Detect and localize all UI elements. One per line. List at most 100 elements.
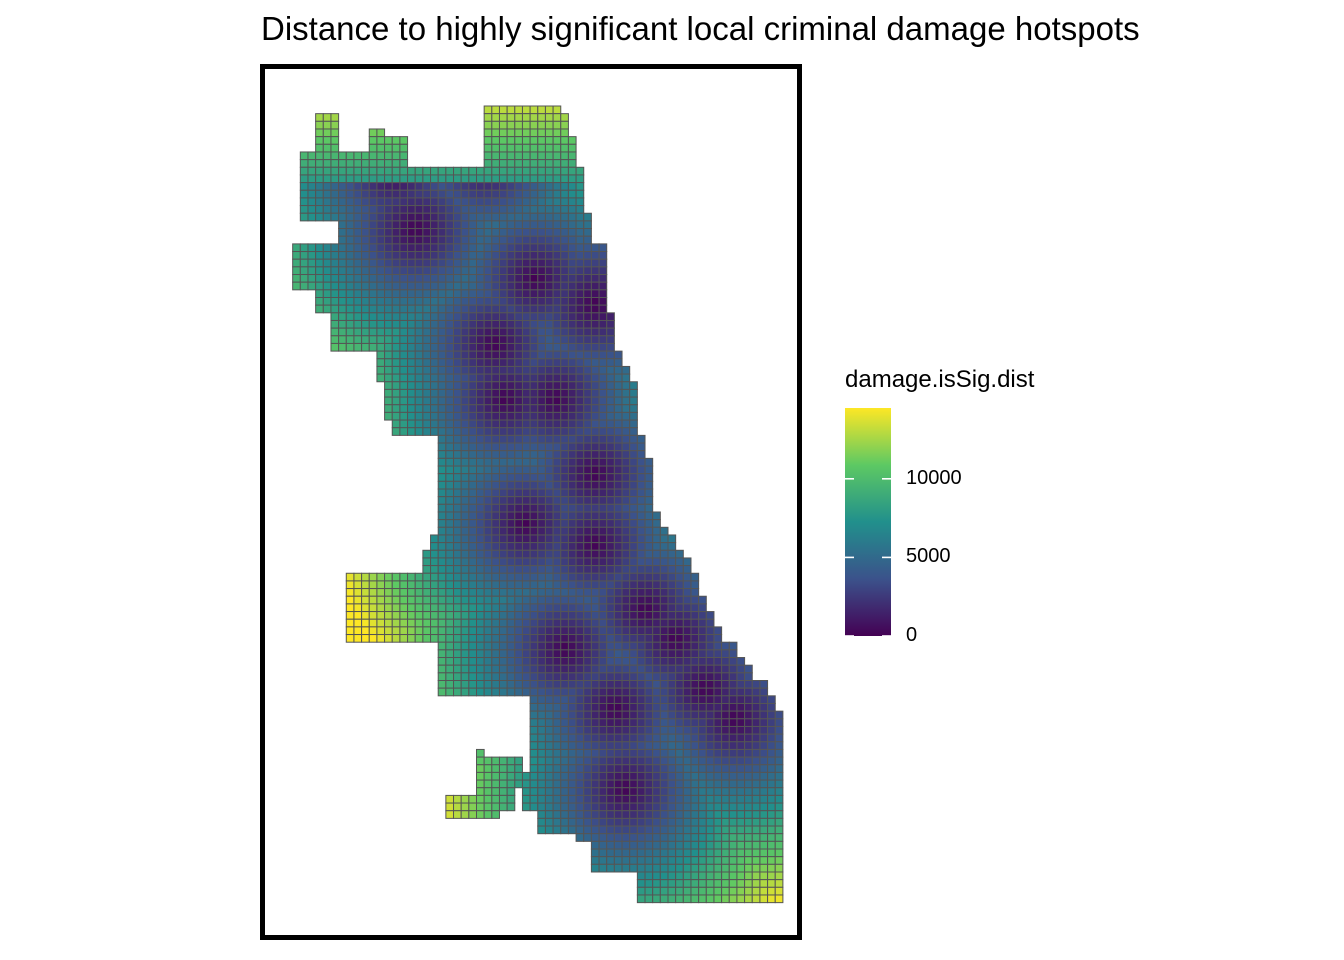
fishnet-cell bbox=[621, 373, 631, 383]
fishnet-cell bbox=[338, 205, 347, 214]
fishnet-cell bbox=[598, 565, 608, 574]
fishnet-cell bbox=[491, 465, 500, 475]
fishnet-cell bbox=[698, 787, 707, 796]
fishnet-cell bbox=[430, 166, 439, 176]
fishnet-cell bbox=[774, 748, 784, 758]
fishnet-cell bbox=[621, 863, 631, 873]
fishnet-cell bbox=[537, 588, 546, 597]
fishnet-cell bbox=[583, 480, 592, 490]
fishnet-cell bbox=[468, 335, 477, 344]
fishnet-cell bbox=[744, 695, 753, 704]
fishnet-cell bbox=[529, 457, 539, 467]
fishnet-cell bbox=[606, 794, 615, 804]
fishnet-cell bbox=[567, 511, 577, 521]
fishnet-cell bbox=[468, 373, 477, 383]
fishnet-cell bbox=[552, 166, 562, 176]
fishnet-cell bbox=[537, 611, 546, 620]
fishnet-cell bbox=[491, 511, 500, 521]
fishnet-cell bbox=[391, 365, 401, 375]
fishnet-cell bbox=[468, 511, 477, 521]
fishnet-cell bbox=[537, 197, 546, 207]
fishnet-cell bbox=[744, 787, 753, 796]
fishnet-cell bbox=[652, 680, 661, 689]
fishnet-cell bbox=[598, 274, 608, 283]
fishnet-cell bbox=[529, 166, 539, 176]
fishnet-cell bbox=[644, 511, 654, 521]
fishnet-cell bbox=[774, 794, 784, 804]
fishnet-cell bbox=[567, 373, 577, 383]
fishnet-cell bbox=[521, 611, 531, 620]
fishnet-cell bbox=[629, 396, 638, 406]
fishnet-cell bbox=[606, 634, 615, 643]
fishnet-cell bbox=[460, 212, 470, 222]
fishnet-cell bbox=[414, 243, 424, 253]
fishnet-cell bbox=[560, 327, 569, 337]
fishnet-cell bbox=[361, 588, 370, 597]
fishnet-cell bbox=[437, 641, 447, 651]
fishnet-cell bbox=[598, 519, 608, 528]
fishnet-cell bbox=[407, 281, 416, 291]
fishnet-cell bbox=[498, 794, 508, 804]
fishnet-cell bbox=[629, 634, 638, 643]
fishnet-cell bbox=[483, 794, 493, 804]
fishnet-cell bbox=[590, 381, 600, 390]
fishnet-cell bbox=[483, 534, 493, 544]
fishnet-cell bbox=[353, 289, 363, 298]
fishnet-cell bbox=[437, 182, 447, 191]
fishnet-cell bbox=[713, 756, 723, 766]
fishnet-cell bbox=[391, 618, 401, 628]
fishnet-cell bbox=[698, 764, 707, 773]
fishnet-cell bbox=[606, 588, 615, 597]
fishnet-cell bbox=[361, 197, 370, 207]
fishnet-cell bbox=[483, 603, 493, 613]
fishnet-cell bbox=[682, 557, 692, 567]
fishnet-cell bbox=[361, 205, 370, 214]
fishnet-cell bbox=[453, 404, 462, 413]
fishnet-cell bbox=[652, 725, 661, 735]
fishnet-cell bbox=[514, 274, 523, 283]
fishnet-cell bbox=[698, 702, 707, 712]
fishnet-cell bbox=[598, 718, 608, 727]
fishnet-cell bbox=[552, 197, 562, 207]
fishnet-cell bbox=[759, 871, 769, 881]
fishnet-cell bbox=[299, 251, 309, 260]
fishnet-cell bbox=[744, 741, 753, 750]
fishnet-cell bbox=[430, 212, 439, 222]
fishnet-cell bbox=[506, 159, 516, 168]
fishnet-cell bbox=[506, 105, 516, 115]
fishnet-cell bbox=[560, 166, 569, 176]
fishnet-cell bbox=[476, 672, 485, 682]
fishnet-cell bbox=[598, 396, 608, 406]
fishnet-cell bbox=[537, 373, 546, 383]
fishnet-cell bbox=[590, 549, 600, 559]
fishnet-cell bbox=[606, 779, 615, 789]
fishnet-cell bbox=[422, 427, 432, 436]
fishnet-cell bbox=[460, 304, 470, 314]
fishnet-cell bbox=[567, 618, 577, 628]
fishnet-cell bbox=[621, 503, 631, 513]
fishnet-cell bbox=[476, 534, 485, 544]
fishnet-cell bbox=[407, 404, 416, 413]
fishnet-cell bbox=[590, 358, 600, 367]
fishnet-cell bbox=[567, 174, 577, 184]
fishnet-cell bbox=[476, 404, 485, 413]
fishnet-cell bbox=[667, 863, 677, 873]
fishnet-cell bbox=[521, 258, 531, 268]
fishnet-cell bbox=[606, 419, 615, 429]
fishnet-cell bbox=[629, 817, 638, 827]
fishnet-cell bbox=[751, 680, 761, 689]
fishnet-cell bbox=[506, 450, 516, 459]
fishnet-cell bbox=[414, 626, 424, 636]
fishnet-cell bbox=[675, 764, 684, 773]
fishnet-cell bbox=[330, 159, 340, 168]
fishnet-cell bbox=[506, 657, 516, 666]
fishnet-cell bbox=[391, 611, 401, 620]
fishnet-cell bbox=[353, 618, 363, 628]
fishnet-cell bbox=[636, 802, 646, 812]
fishnet-cell bbox=[353, 281, 363, 291]
fishnet-cell bbox=[629, 626, 638, 636]
fishnet-cell bbox=[399, 388, 409, 398]
fishnet-cell bbox=[544, 817, 554, 827]
fishnet-cell bbox=[521, 557, 531, 567]
fishnet-cell bbox=[675, 618, 684, 628]
